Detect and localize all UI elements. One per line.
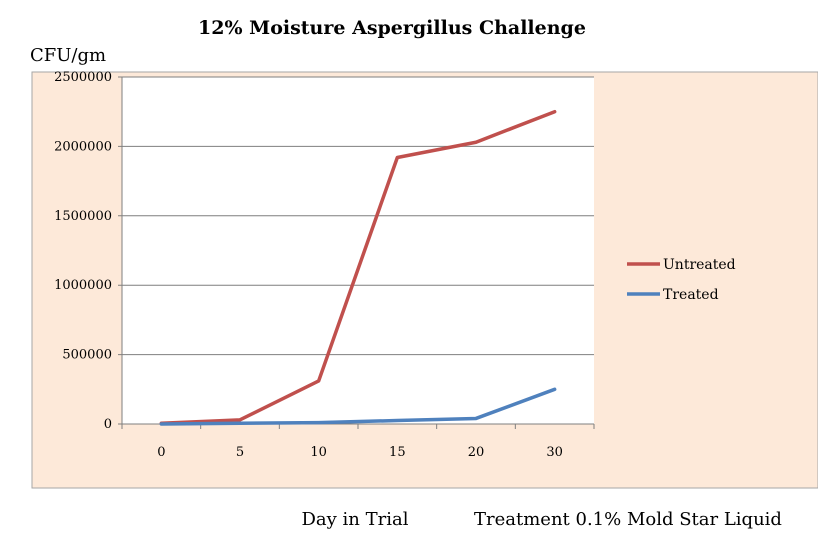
y-tick-label: 1500000 (54, 209, 112, 224)
plot-area (122, 77, 594, 424)
x-tick-label: 30 (546, 445, 563, 460)
legend-label: Untreated (663, 257, 736, 273)
x-axis-label: Day in Trial (302, 509, 409, 530)
x-tick-labels: 0 5 10 15 20 30 (157, 445, 563, 460)
y-tick-label: 2000000 (54, 139, 112, 154)
series-line-untreated (159, 109, 557, 426)
legend: Untreated Treated (627, 257, 736, 303)
chart-title: 12% Moisture Aspergillus Challenge (198, 17, 586, 39)
x-tick-label: 20 (468, 445, 485, 460)
legend-label: Treated (663, 287, 719, 303)
x-tick-label: 0 (157, 445, 165, 460)
y-tick-label: 500000 (62, 348, 112, 363)
treatment-note: Treatment 0.1% Mold Star Liquid (474, 509, 782, 530)
y-tick-labels: 0 500000 1000000 1500000 2000000 2500000 (54, 70, 112, 432)
series-line-treated (159, 387, 557, 426)
x-tick-label: 10 (310, 445, 327, 460)
y-axis-label: CFU/gm (30, 45, 106, 66)
x-tick-label: 5 (236, 445, 244, 460)
y-tick-label: 1000000 (54, 278, 112, 293)
y-tick-label: 2500000 (54, 70, 112, 85)
y-tick-label: 0 (104, 417, 112, 432)
x-tick-label: 15 (389, 445, 406, 460)
series-group (159, 109, 557, 426)
